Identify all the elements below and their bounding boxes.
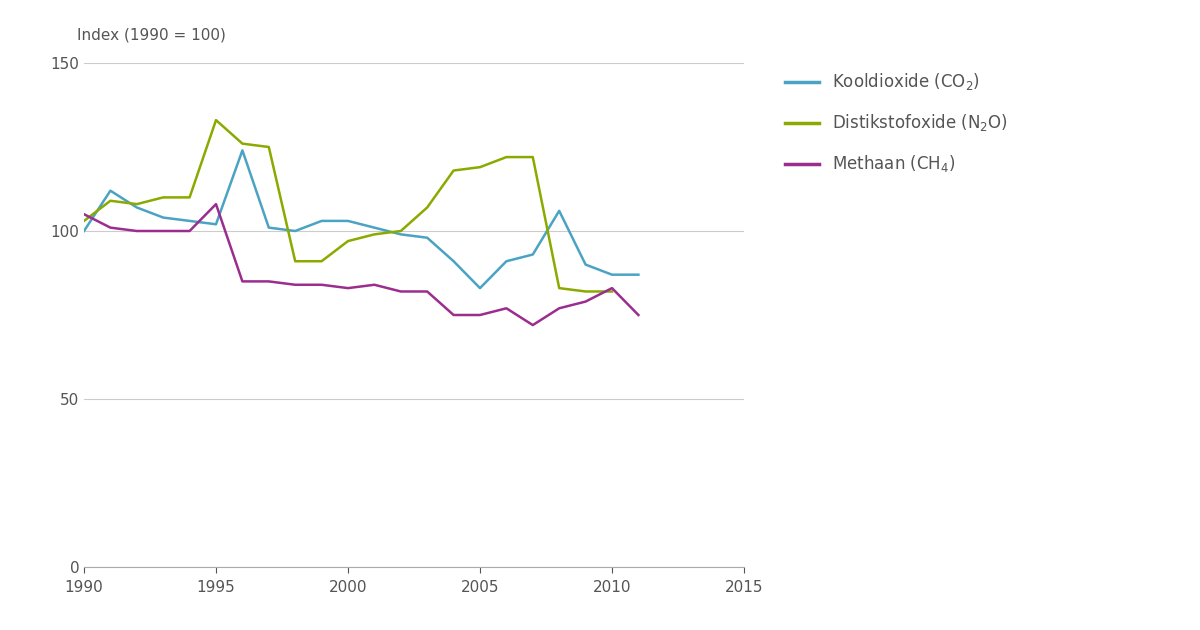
Text: Index (1990 = 100): Index (1990 = 100)	[78, 28, 227, 43]
Legend: Kooldioxide (CO$_2$), Distikstofoxide (N$_2$O), Methaan (CH$_4$): Kooldioxide (CO$_2$), Distikstofoxide (N…	[785, 71, 1008, 175]
